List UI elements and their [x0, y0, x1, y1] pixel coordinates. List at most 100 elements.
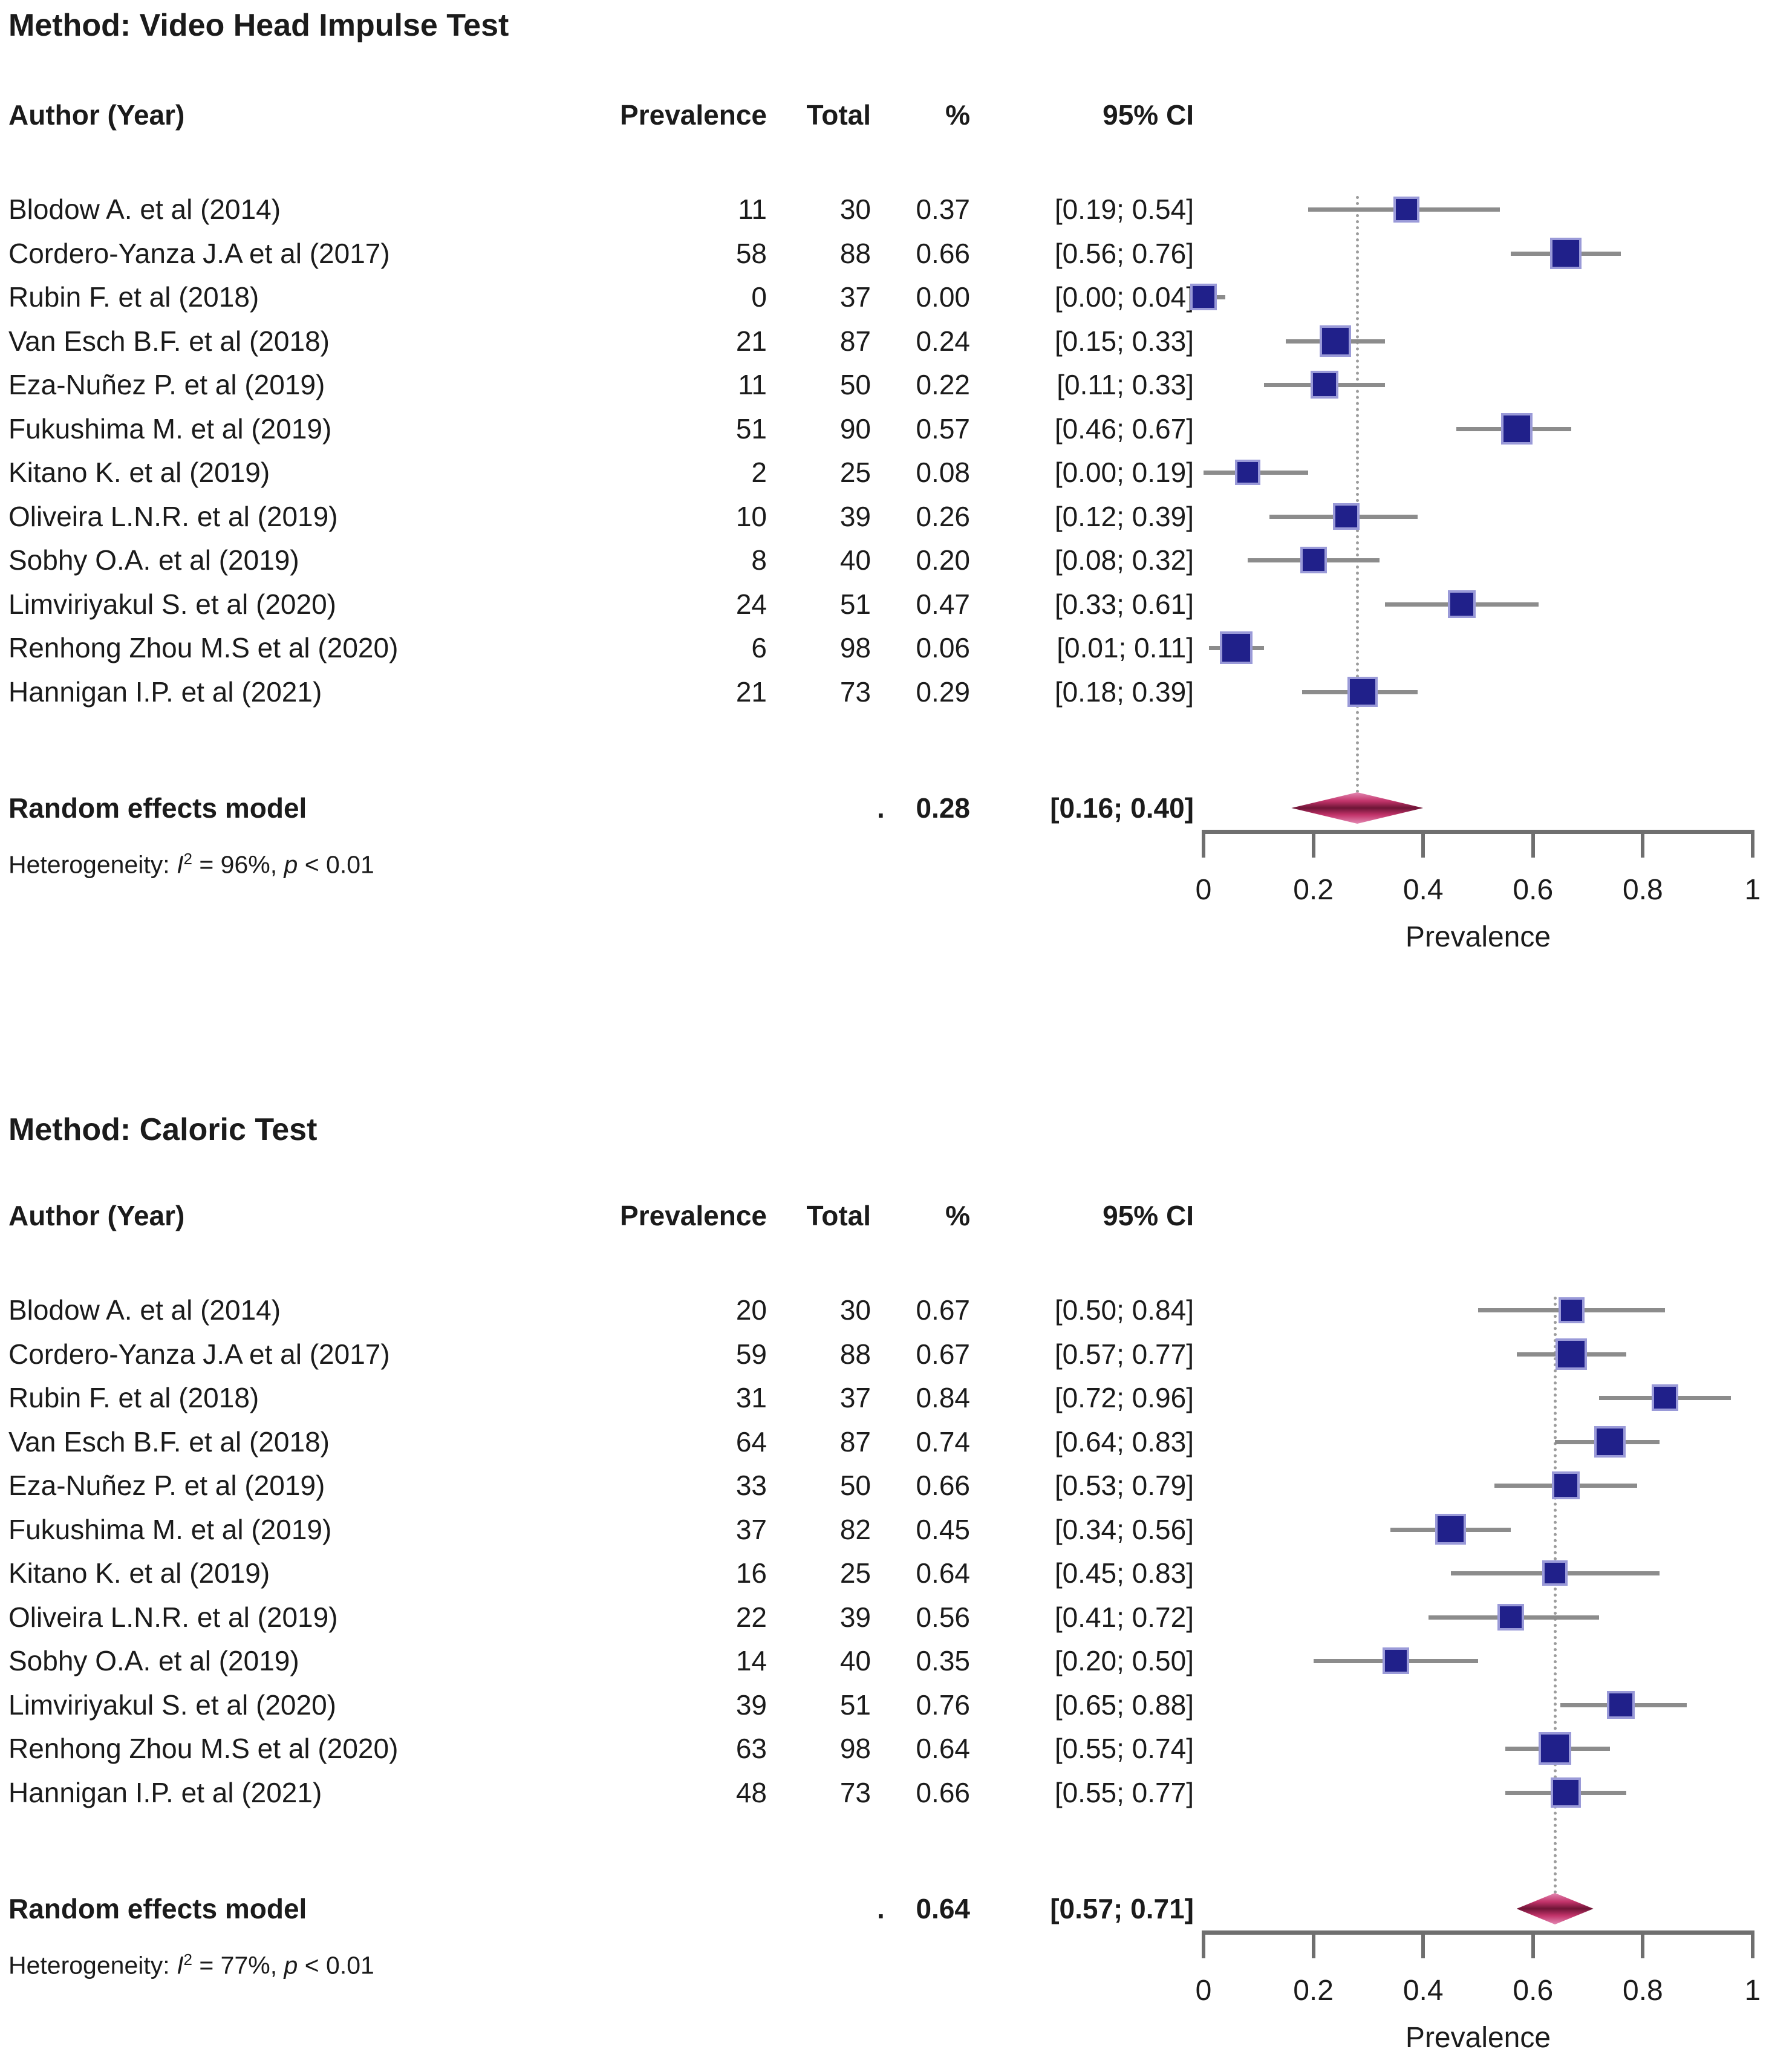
x-axis-tick-label: 0.2	[1293, 874, 1334, 906]
study-percent-value: 0.35	[916, 1645, 970, 1676]
study-ci-value: [0.18; 0.39]	[1054, 676, 1194, 708]
panel-title: Method: Caloric Test	[8, 1112, 318, 1147]
x-axis-tick-label: 0	[1195, 874, 1212, 906]
effect-square-marker	[1310, 371, 1338, 399]
effect-square-marker	[1220, 631, 1253, 664]
het-i: I	[177, 1951, 184, 1979]
x-axis-tick	[1202, 830, 1205, 858]
x-axis-tick	[1311, 1930, 1315, 1958]
study-percent-value: 0.22	[916, 369, 970, 400]
column-header-total: Total	[806, 99, 871, 131]
effect-square-marker	[1382, 1647, 1409, 1674]
study-total-value: 40	[839, 544, 871, 576]
study-percent-value: 0.06	[916, 632, 970, 663]
study-ci-value: [0.72; 0.96]	[1054, 1382, 1194, 1413]
study-row: Cordero-Yanza J.A et al (2017) 59 88 0.67 [0…	[0, 1332, 1769, 1376]
effect-square-marker	[1333, 503, 1360, 530]
study-total-value: 98	[839, 632, 871, 663]
study-total-value: 37	[839, 1382, 871, 1413]
study-prevalence-value: 11	[738, 369, 767, 400]
study-row: Renhong Zhou M.S et al (2020) 6 98 0.06 [0.0…	[0, 626, 1769, 669]
study-ci-value: [0.00; 0.04]	[1054, 281, 1194, 313]
study-author: Cordero-Yanza J.A et al (2017)	[8, 237, 390, 269]
study-ci-value: [0.01; 0.11]	[1057, 632, 1194, 663]
x-axis-tick	[1202, 1930, 1205, 1958]
study-percent-value: 0.08	[916, 457, 970, 488]
het-p: p	[284, 1951, 298, 1979]
x-axis-tick-label: 0	[1195, 1975, 1212, 2007]
study-row: Renhong Zhou M.S et al (2020) 63 98 0.64 [0.…	[0, 1727, 1769, 1770]
study-ci-value: [0.20; 0.50]	[1054, 1645, 1194, 1676]
study-author: Blodow A. et al (2014)	[8, 194, 281, 225]
x-axis-tick	[1751, 1930, 1754, 1958]
effect-square-marker	[1319, 325, 1351, 357]
study-author: Hannigan I.P. et al (2021)	[8, 1776, 322, 1808]
study-percent-value: 0.45	[916, 1513, 970, 1545]
study-prevalence-value: 2	[751, 457, 767, 488]
study-row: Blodow A. et al (2014) 20 30 0.67 [0.50; 0.8…	[0, 1288, 1769, 1332]
study-percent-value: 0.84	[916, 1382, 970, 1413]
effect-square-marker	[1497, 1603, 1525, 1631]
study-author: Fukushima M. et al (2019)	[8, 412, 332, 445]
study-prevalence-value: 21	[735, 325, 767, 357]
x-axis-tick-label: 0.4	[1402, 1975, 1444, 2007]
study-author: Eza-Nuñez P. et al (2019)	[8, 1470, 325, 1501]
panel-title: Method: Video Head Impulse Test	[8, 8, 509, 43]
study-percent-value: 0.64	[916, 1733, 970, 1764]
x-axis-tick	[1751, 830, 1754, 858]
effect-square-marker	[1347, 676, 1378, 707]
study-ci-value: [0.19; 0.54]	[1054, 194, 1194, 225]
study-prevalence-value: 8	[751, 544, 767, 576]
study-prevalence-value: 22	[735, 1601, 767, 1633]
study-total-value: 82	[839, 1513, 871, 1545]
x-axis-tick-label: 0.2	[1293, 1975, 1334, 2007]
re-percent-value: 0.28	[916, 792, 970, 824]
re-label: Random effects model	[8, 792, 307, 824]
study-percent-value: 0.00	[916, 281, 970, 313]
column-header-prevalence: Prevalence	[620, 99, 767, 131]
effect-square-marker	[1550, 237, 1582, 269]
x-axis-tick-label: 0.8	[1623, 874, 1663, 906]
effect-square-marker	[1393, 196, 1420, 223]
x-axis-title: Prevalence	[1405, 2022, 1551, 2054]
het-tail: < 0.01	[298, 1951, 374, 1979]
study-percent-value: 0.37	[916, 194, 970, 225]
study-author: Fukushima M. et al (2019)	[8, 1513, 332, 1545]
study-row: Eza-Nuñez P. et al (2019) 33 50 0.66 [0.53; …	[0, 1464, 1769, 1507]
study-percent-value: 0.66	[916, 1776, 970, 1808]
re-dot: .	[877, 1893, 885, 1924]
study-prevalence-value: 0	[751, 281, 767, 313]
study-prevalence-value: 11	[738, 194, 767, 225]
effect-square-marker	[1607, 1690, 1635, 1719]
x-axis-tick-label: 0.6	[1513, 874, 1554, 906]
study-percent-value: 0.64	[916, 1557, 970, 1589]
study-row: Blodow A. et al (2014) 11 30 0.37 [0.19; 0.5…	[0, 187, 1769, 231]
study-ci-value: [0.15; 0.33]	[1054, 325, 1194, 357]
het-tail: < 0.01	[298, 850, 374, 879]
study-author: Kitano K. et al (2019)	[8, 1557, 270, 1589]
het-eq: = 77%,	[192, 1951, 284, 1979]
study-prevalence-value: 39	[735, 1689, 767, 1721]
x-axis-tick-label: 0.6	[1513, 1975, 1554, 2007]
study-percent-value: 0.74	[916, 1425, 970, 1458]
study-ci-value: [0.55; 0.74]	[1054, 1733, 1194, 1764]
study-percent-value: 0.57	[916, 412, 970, 445]
het-sup: 2	[183, 1950, 192, 1969]
study-total-value: 30	[839, 194, 871, 225]
study-total-value: 40	[839, 1645, 871, 1676]
effect-square-marker	[1542, 1560, 1568, 1586]
study-total-value: 88	[839, 1338, 871, 1370]
study-ci-value: [0.56; 0.76]	[1054, 237, 1194, 269]
effect-square-marker	[1234, 460, 1260, 485]
re-ci-value: [0.16; 0.40]	[1050, 792, 1194, 824]
effect-square-marker	[1551, 1777, 1582, 1808]
heterogeneity-note: Heterogeneity: I2 = 96%, p < 0.01	[8, 850, 374, 879]
column-header-author: Author (Year)	[8, 99, 185, 131]
het-eq: = 96%,	[192, 850, 284, 879]
study-author: Limviriyakul S. et al (2020)	[8, 588, 336, 620]
x-axis-tick-label: 0.8	[1623, 1975, 1663, 2007]
study-percent-value: 0.56	[916, 1601, 970, 1633]
study-author: Sobhy O.A. et al (2019)	[8, 1645, 299, 1676]
effect-square-marker	[1539, 1732, 1572, 1765]
study-prevalence-value: 24	[735, 588, 767, 620]
